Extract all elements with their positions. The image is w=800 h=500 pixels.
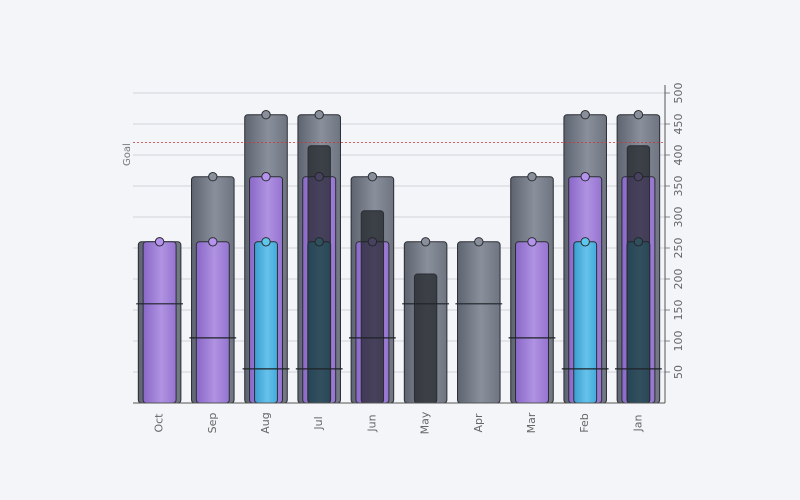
y-tick-label: 50 <box>672 365 685 379</box>
bar-cap-marker <box>261 237 271 247</box>
x-tick-label: Oct <box>153 413 166 433</box>
bar-cap-marker <box>474 237 484 247</box>
bar <box>195 241 230 404</box>
bar-cap-marker <box>154 237 165 247</box>
x-tick-label: Jul <box>312 416 325 430</box>
bar <box>254 241 278 404</box>
y-tick-label: 500 <box>672 83 685 104</box>
bar-cap-marker <box>208 172 218 182</box>
y-tick-label: 150 <box>672 300 685 321</box>
bar <box>573 241 598 404</box>
goal-label: Goal <box>122 143 133 166</box>
x-tick-label: Mar <box>525 412 538 433</box>
y-tick-label: 450 <box>672 114 685 135</box>
x-tick-label: Jan <box>631 414 644 432</box>
bar-cap-marker <box>261 172 271 182</box>
bar-cap-marker <box>580 172 590 182</box>
x-tick-label: Feb <box>578 413 591 432</box>
bar <box>515 241 549 404</box>
bar-cap-marker <box>580 237 590 247</box>
y-tick-label: 400 <box>672 145 685 166</box>
bar <box>413 273 438 404</box>
x-tick-label: Sep <box>206 413 219 434</box>
axes: 50 100 150 200 250 300 350 400 450 500 Oct Sep Aug Ju… <box>133 83 685 434</box>
bar-cap-marker <box>367 172 378 182</box>
y-tick-label: 250 <box>672 238 685 259</box>
bar-cap-marker <box>527 172 537 182</box>
x-tick-label: Apr <box>472 413 485 433</box>
y-tick-label: 200 <box>672 269 685 290</box>
bar-cap-marker <box>208 237 218 247</box>
bar-cap-marker <box>580 110 590 120</box>
y-tick-label: 350 <box>672 176 685 197</box>
y-tick-label: 300 <box>672 207 685 228</box>
bar <box>360 210 385 404</box>
bar-cap-marker <box>527 237 537 247</box>
bar-cap-marker <box>633 110 644 120</box>
bar-cap-marker <box>261 110 271 120</box>
x-tick-label: May <box>419 411 432 434</box>
bar <box>307 145 331 404</box>
bar <box>626 145 651 404</box>
bar-cap-marker <box>314 110 324 120</box>
bar <box>457 241 501 404</box>
bars: Goal <box>122 110 665 404</box>
x-tick-label: Aug <box>259 412 272 433</box>
y-tick-label: 100 <box>672 331 685 352</box>
bar-cap-marker <box>420 237 431 247</box>
bar <box>142 241 177 404</box>
x-tick-label: Jun <box>365 414 378 432</box>
